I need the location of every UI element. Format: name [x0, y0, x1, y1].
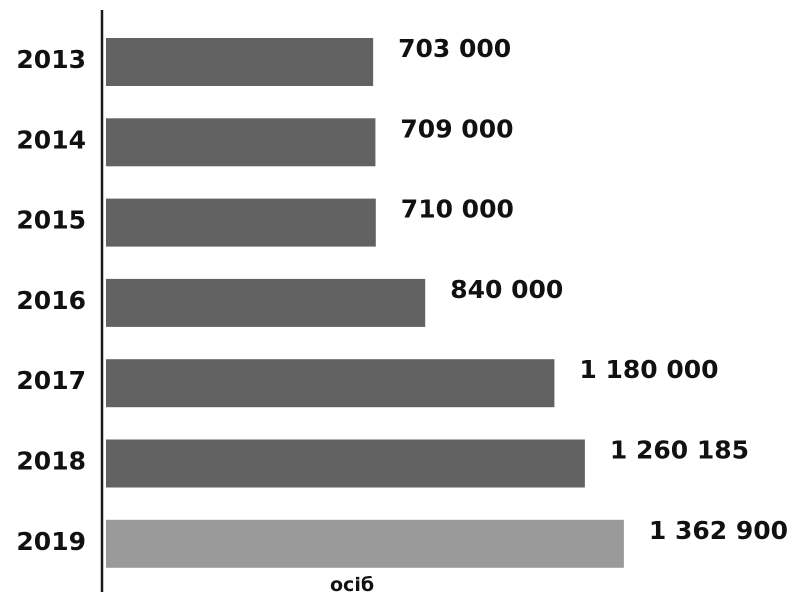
category-label-2015: 2015 — [16, 206, 86, 235]
value-label-2019: 1 362 900 — [649, 516, 788, 545]
value-label-2018: 1 260 185 — [610, 436, 749, 465]
value-label-2013: 703 000 — [398, 34, 511, 63]
category-label-2016: 2016 — [16, 286, 86, 315]
bar-2016 — [106, 278, 426, 327]
bars-group — [106, 38, 624, 568]
category-label-2014: 2014 — [16, 125, 86, 154]
bar-2014 — [106, 118, 376, 167]
unit-label: осіб — [330, 574, 374, 594]
value-label-2014: 709 000 — [400, 114, 513, 143]
value-label-2017: 1 180 000 — [579, 355, 718, 384]
bar-2018 — [106, 439, 585, 488]
value-labels-group: 703 000 709 000 710 000 840 000 1 180 000 1 2… — [398, 34, 788, 545]
category-label-2018: 2018 — [16, 447, 86, 476]
bar-2015 — [106, 198, 376, 247]
value-label-2016: 840 000 — [450, 275, 563, 304]
category-label-2013: 2013 — [16, 45, 86, 74]
bar-2019 — [106, 519, 624, 568]
category-label-2017: 2017 — [16, 366, 86, 395]
value-label-2015: 710 000 — [401, 195, 514, 224]
bar-2013 — [106, 38, 374, 86]
category-labels-group: 2013 2014 2015 2016 2017 2018 2019 — [16, 45, 86, 556]
category-label-2019: 2019 — [16, 527, 86, 556]
bar-2017 — [106, 359, 555, 408]
